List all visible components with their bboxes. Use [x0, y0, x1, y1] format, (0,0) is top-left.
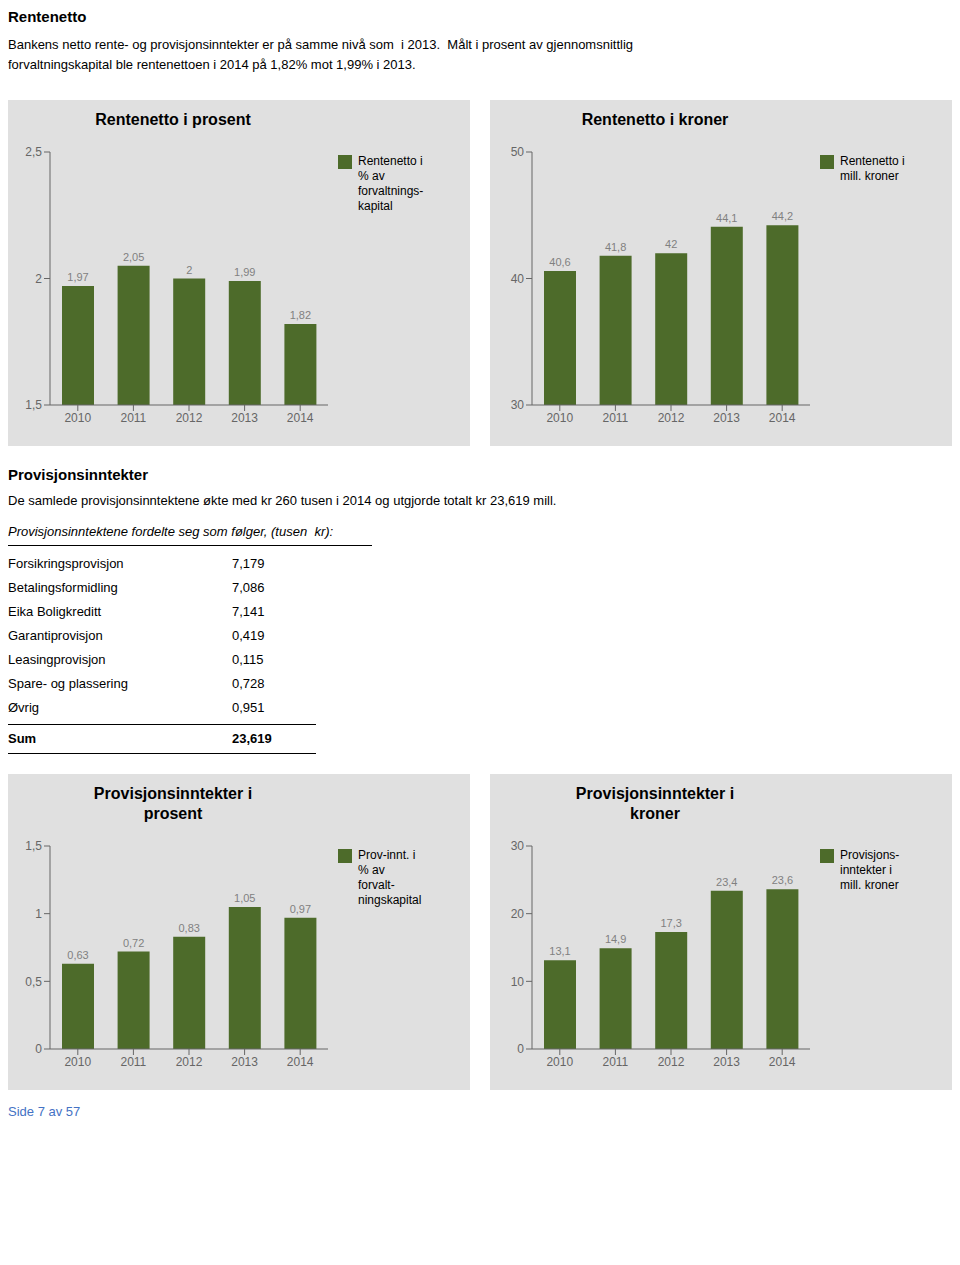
- svg-text:0,83: 0,83: [178, 922, 199, 934]
- svg-text:14,9: 14,9: [605, 933, 626, 945]
- html-text:forvalt-: forvalt-: [358, 878, 395, 892]
- svg-text:0,97: 0,97: [290, 903, 311, 915]
- svg-text:2014: 2014: [769, 1055, 796, 1069]
- svg-text:2: 2: [35, 272, 42, 286]
- html-text:inntekter i: inntekter i: [840, 863, 892, 877]
- svg-text:2011: 2011: [120, 411, 146, 425]
- html-text:Garantiprovisjon: Garantiprovisjon: [8, 628, 103, 643]
- svg-text:2013: 2013: [713, 1055, 740, 1069]
- html-text:mill. kroner: mill. kroner: [840, 169, 899, 183]
- svg-text:2012: 2012: [658, 411, 685, 425]
- svg-text:13,1: 13,1: [549, 945, 570, 957]
- html-text:Provisjonsinntekter i: Provisjonsinntekter i: [575, 785, 735, 802]
- svg-text:2010: 2010: [546, 1055, 573, 1069]
- html-text:Side 7 av 57: Side 7 av 57: [8, 1104, 81, 1119]
- svg-text:2012: 2012: [176, 1055, 203, 1069]
- html-text:Rentenetto i: Rentenetto i: [358, 154, 423, 168]
- html-text:kapital: kapital: [358, 199, 393, 213]
- html-text:Rentenetto i: Rentenetto i: [840, 154, 905, 168]
- svg-text:23,4: 23,4: [716, 876, 737, 888]
- svg-text:23,6: 23,6: [772, 874, 793, 886]
- svg-text:40: 40: [511, 272, 525, 286]
- html-text:Bankens netto rente- og provis: Bankens netto rente- og provisjonsinntek…: [8, 37, 633, 52]
- svg-text:44,2: 44,2: [772, 210, 793, 222]
- svg-text:2010: 2010: [546, 411, 573, 425]
- html-text:forvaltningskapital ble renten: forvaltningskapital ble rentenettoen i 2…: [8, 57, 416, 72]
- svg-text:2,05: 2,05: [123, 251, 144, 263]
- html-text:Rentenetto: Rentenetto: [8, 8, 87, 25]
- html-text:prosent: prosent: [143, 805, 203, 822]
- html-text:0,115: 0,115: [232, 652, 264, 667]
- html-text:mill. kroner: mill. kroner: [840, 878, 899, 892]
- html-text:Spare- og plassering: Spare- og plassering: [8, 676, 128, 691]
- svg-text:2011: 2011: [120, 1055, 146, 1069]
- svg-text:1,97: 1,97: [67, 271, 88, 283]
- svg-text:40,6: 40,6: [549, 256, 570, 268]
- svg-text:2014: 2014: [769, 411, 796, 425]
- svg-text:1,99: 1,99: [234, 266, 255, 278]
- html-text:Prov-innt. i: Prov-innt. i: [358, 848, 416, 862]
- svg-text:0: 0: [517, 1042, 524, 1056]
- svg-text:30: 30: [511, 398, 525, 412]
- svg-text:0,72: 0,72: [123, 937, 144, 949]
- html-text:0,419: 0,419: [232, 628, 265, 643]
- svg-text:0,5: 0,5: [25, 975, 42, 989]
- svg-text:2010: 2010: [64, 411, 91, 425]
- html-text:0,728: 0,728: [232, 676, 265, 691]
- svg-text:2013: 2013: [231, 411, 258, 425]
- html-text:Eika Boligkreditt: Eika Boligkreditt: [8, 604, 102, 619]
- svg-text:10: 10: [511, 975, 525, 989]
- svg-text:17,3: 17,3: [660, 917, 681, 929]
- html-text:7,141: 7,141: [232, 604, 265, 619]
- svg-text:2012: 2012: [658, 1055, 685, 1069]
- svg-text:2014: 2014: [287, 411, 314, 425]
- svg-text:44,1: 44,1: [716, 212, 737, 224]
- html-text:kroner: kroner: [630, 805, 680, 822]
- svg-text:0,63: 0,63: [67, 949, 88, 961]
- html-text:7,179: 7,179: [232, 556, 265, 571]
- svg-text:2013: 2013: [231, 1055, 258, 1069]
- html-text:Rentenetto i prosent: Rentenetto i prosent: [95, 111, 251, 128]
- svg-text:2011: 2011: [602, 1055, 628, 1069]
- svg-text:2012: 2012: [176, 411, 203, 425]
- svg-text:2,5: 2,5: [25, 145, 42, 159]
- html-text:Provisjonsinntekter: Provisjonsinntekter: [8, 466, 148, 483]
- html-text:Forsikringsprovisjon: Forsikringsprovisjon: [8, 556, 124, 571]
- html-text:23,619: 23,619: [232, 731, 272, 746]
- html-text:ningskapital: ningskapital: [358, 893, 422, 907]
- html-text:Sum: Sum: [8, 731, 37, 746]
- html-text:Øvrig: Øvrig: [8, 700, 40, 715]
- html-text:Provisjons-: Provisjons-: [840, 848, 900, 862]
- svg-text:42: 42: [665, 238, 677, 250]
- svg-text:2013: 2013: [713, 411, 740, 425]
- svg-text:50: 50: [511, 145, 525, 159]
- svg-text:1,5: 1,5: [25, 839, 42, 853]
- svg-text:20: 20: [511, 907, 525, 921]
- svg-text:2014: 2014: [287, 1055, 314, 1069]
- svg-text:41,8: 41,8: [605, 241, 626, 253]
- html-text:Rentenetto i kroner: Rentenetto i kroner: [581, 111, 729, 128]
- svg-text:2010: 2010: [64, 1055, 91, 1069]
- svg-text:2011: 2011: [602, 411, 628, 425]
- html-text:Leasingprovisjon: Leasingprovisjon: [8, 652, 106, 667]
- svg-text:1,05: 1,05: [234, 892, 255, 904]
- svg-text:0: 0: [35, 1042, 42, 1056]
- html-text:De samlede provisjonsinntekten: De samlede provisjonsinntektene økte med…: [8, 493, 557, 508]
- svg-text:1: 1: [35, 907, 42, 921]
- svg-text:2: 2: [186, 264, 192, 276]
- html-text:% av: % av: [358, 863, 385, 877]
- svg-text:30: 30: [511, 839, 525, 853]
- html-text:forvaltnings-: forvaltnings-: [358, 184, 424, 198]
- html-text:7,086: 7,086: [232, 580, 265, 595]
- html-text:Betalingsformidling: Betalingsformidling: [8, 580, 118, 595]
- html-text:% av: % av: [358, 169, 385, 183]
- html-text:0,951: 0,951: [232, 700, 265, 715]
- html-text:Provisjonsinntektene fordelte: Provisjonsinntektene fordelte seg som fø…: [8, 524, 334, 539]
- html-text:Provisjonsinntekter i: Provisjonsinntekter i: [93, 785, 253, 802]
- svg-text:1,82: 1,82: [290, 309, 311, 321]
- svg-text:1,5: 1,5: [25, 398, 42, 412]
